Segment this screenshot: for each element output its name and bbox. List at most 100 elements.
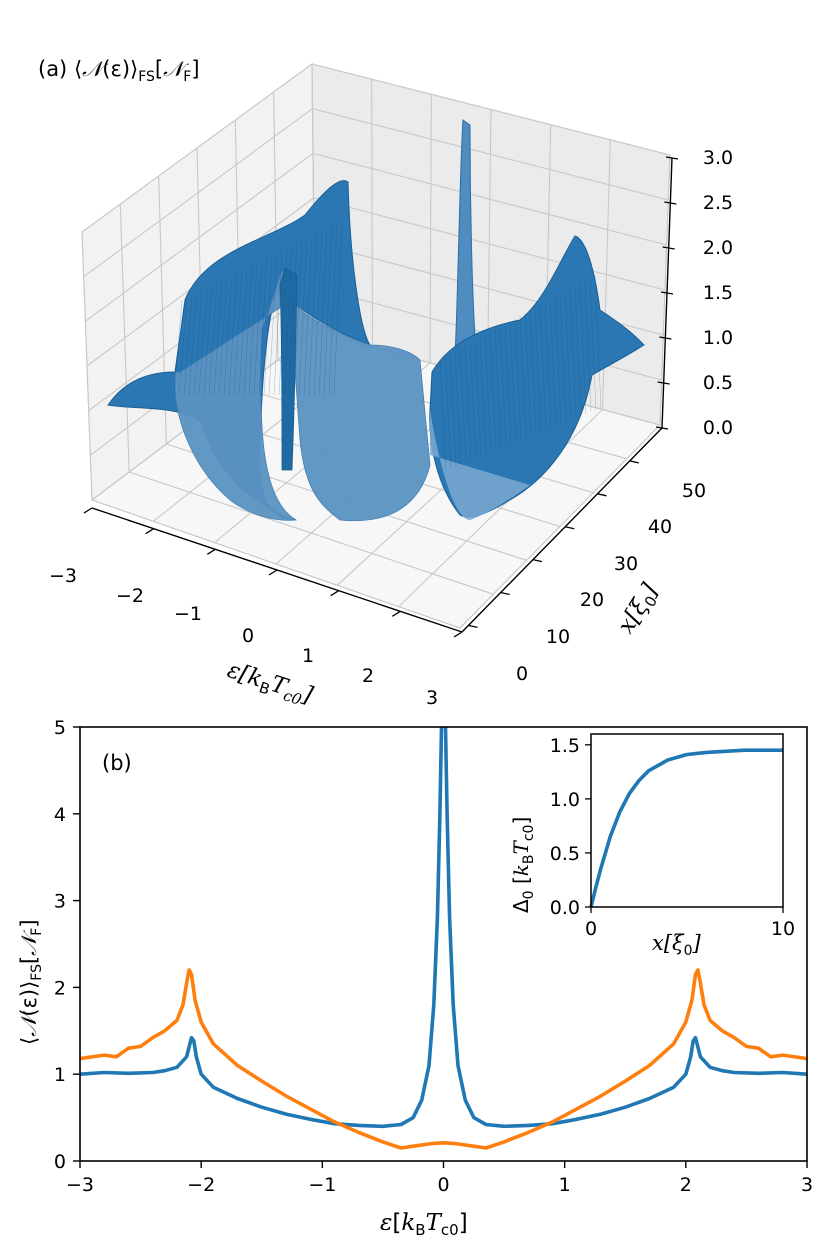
inset-y-tick-label: 0.0	[550, 897, 580, 919]
inset-x-tick-label: 0	[585, 918, 597, 940]
mesh-line	[178, 297, 188, 396]
panel-a-ticks: −3−2−10123010203040500.00.51.01.52.02.53…	[49, 147, 733, 709]
y-tick-label: 0	[54, 1151, 66, 1173]
y-tick	[500, 591, 510, 596]
z-tick-label: 1.0	[703, 327, 733, 349]
mesh-line	[238, 267, 248, 396]
inset-frame	[590, 733, 784, 908]
panel-b-y-title: ⟨𝒩(ε)⟩FS[𝒩F]	[17, 919, 45, 1045]
inset-series-line-0	[589, 748, 783, 908]
mesh-line	[469, 343, 477, 459]
mesh-line	[228, 272, 238, 396]
x-tick-label: −2	[187, 1174, 215, 1196]
z-tick-label: 2.0	[703, 237, 733, 259]
y-tick-label: 0	[516, 663, 528, 685]
y-tick-label: 2	[54, 977, 66, 999]
surface-left-peak	[279, 267, 298, 471]
mesh-line	[293, 239, 303, 396]
mesh-line	[248, 262, 258, 396]
x-tick	[145, 528, 155, 535]
x-tick-label: 1	[559, 1174, 571, 1196]
mesh-line	[439, 359, 447, 471]
mesh-line	[449, 354, 457, 467]
mesh-line	[198, 287, 208, 396]
mesh-line	[173, 299, 183, 396]
z-tick	[659, 336, 672, 340]
x-gridline-back	[429, 94, 432, 364]
mesh-line	[524, 313, 532, 437]
inset-bg	[591, 734, 783, 907]
mesh-line	[253, 259, 263, 396]
y-tick-label: 10	[546, 626, 570, 648]
inset-x-tick-label: 10	[771, 918, 795, 940]
y-tick-label: 30	[614, 553, 638, 575]
x-tick-label: 3	[801, 1174, 813, 1196]
y-gridline-left	[81, 231, 93, 501]
mesh-line	[499, 326, 507, 447]
z-tick	[662, 246, 675, 250]
y-tick-label: 50	[682, 480, 706, 502]
mesh-line	[474, 340, 482, 457]
mesh-line	[288, 242, 298, 396]
mesh-line	[569, 288, 577, 419]
mesh-line	[298, 237, 308, 396]
panel-b-series	[80, 727, 807, 1150]
mesh-line	[263, 254, 273, 396]
y-gridline-left	[273, 91, 279, 361]
panel-b-x-title: ε[kBTc0]	[380, 1210, 468, 1239]
x-gridline-back	[659, 154, 671, 426]
inset-y-tick-label: 0.5	[550, 843, 580, 865]
mesh-line	[509, 321, 517, 443]
x-tick	[206, 548, 216, 555]
mesh-line	[273, 249, 283, 396]
x-tick-label: −1	[174, 603, 202, 625]
z-tick-label: 0.0	[703, 417, 733, 439]
x-gridline-back	[371, 79, 374, 348]
y-tick	[565, 526, 575, 530]
mesh-line	[554, 296, 562, 425]
inset-plot	[589, 748, 783, 908]
mesh-line	[549, 299, 557, 427]
x-tick	[268, 569, 278, 576]
mesh-line	[203, 284, 213, 396]
inset-y-tick-label: 1.5	[550, 735, 580, 757]
inset-x-title: x[ξ0]	[652, 931, 702, 959]
mesh-line	[489, 332, 497, 451]
x-tick	[83, 507, 93, 514]
z-tick-label: 1.5	[703, 282, 733, 304]
x-tick-label: 0	[437, 1174, 449, 1196]
z-tick-label: 2.5	[703, 192, 733, 214]
y-tick	[468, 624, 478, 629]
y-tick-label: 1	[54, 1064, 66, 1086]
z-tick	[665, 156, 679, 160]
y-gridline-floor	[91, 499, 461, 629]
y-tick-label: 40	[648, 516, 672, 538]
x-tick-label: −2	[116, 585, 144, 607]
mesh-line	[464, 346, 472, 461]
mesh-line	[313, 229, 323, 396]
z-tick	[660, 291, 674, 295]
panel-b-label: (b)	[102, 751, 132, 775]
y-axis-line	[461, 427, 663, 633]
x-tick-label: 0	[242, 625, 254, 647]
mesh-line	[183, 294, 193, 396]
mesh-line	[213, 279, 223, 396]
mesh-line	[544, 302, 552, 429]
mesh-line	[494, 329, 502, 449]
mesh-line	[589, 277, 597, 411]
x-tick-label: −3	[49, 565, 77, 587]
mesh-line	[303, 234, 313, 396]
mesh-line	[564, 291, 572, 421]
z-tick	[655, 426, 669, 430]
inset: 0 10 0.0 0.5 1.0 1.5 x[ξ0] Δ0 [kBTc0]	[509, 733, 795, 959]
panel-a-title: (a) ⟨𝒩(ε)⟩FS[𝒩F]	[38, 57, 200, 85]
y-tick-label: 4	[54, 804, 66, 826]
mesh-line	[539, 304, 547, 431]
mesh-line	[223, 274, 233, 396]
mesh-line	[218, 277, 228, 396]
mesh-line	[484, 335, 492, 453]
mesh-line	[188, 292, 198, 396]
mesh-line	[268, 252, 278, 396]
mesh-line	[459, 348, 467, 463]
